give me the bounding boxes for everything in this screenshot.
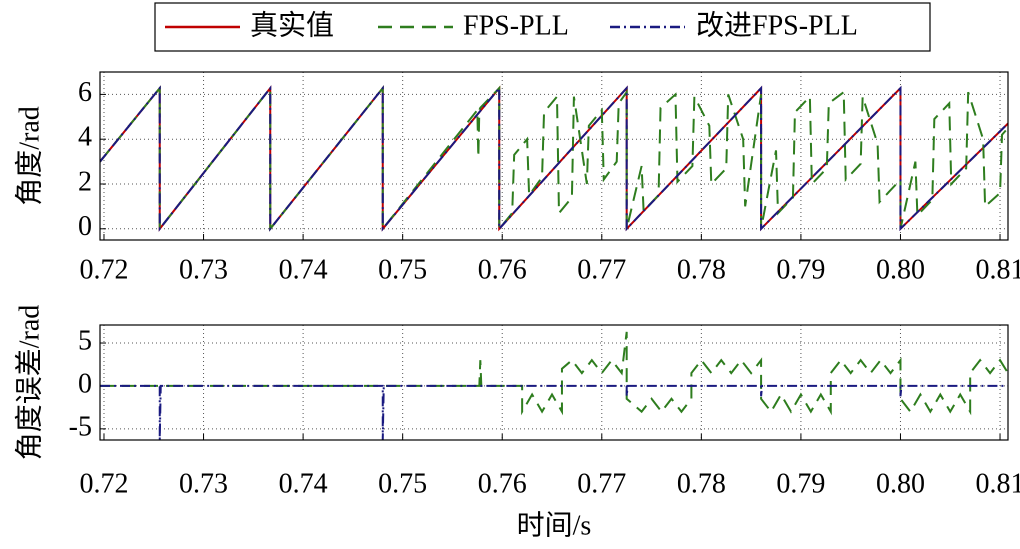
x-tick-label: 0.75: [378, 254, 427, 285]
x-tick-label: 0.77: [577, 468, 626, 499]
x-tick-label: 0.79: [776, 254, 825, 285]
y-tick-label: 0: [78, 211, 92, 242]
x-axis-label: 时间/s: [517, 509, 592, 541]
series-line: [100, 85, 1008, 232]
series-line: [100, 331, 1008, 416]
x-tick-label: 0.80: [876, 468, 925, 499]
y-tick-label: 2: [78, 166, 92, 197]
y-axis-label: 角度/rad: [13, 106, 45, 206]
legend-label: 改进FPS-PLL: [696, 9, 858, 41]
x-tick-label: 0.78: [677, 468, 726, 499]
y-axis-label: 角度误差/rad: [13, 305, 45, 461]
x-tick-label: 0.78: [677, 254, 726, 285]
x-tick-label: 0.76: [478, 468, 527, 499]
x-tick-label: 0.77: [577, 254, 626, 285]
series-line: [100, 384, 1008, 440]
y-tick-label: 0: [78, 368, 92, 399]
x-tick-label: 0.76: [478, 254, 527, 285]
x-tick-label: 0.80: [876, 254, 925, 285]
plot-area: [100, 85, 1008, 232]
y-tick-label: 6: [78, 77, 92, 108]
y-tick-label: -5: [69, 411, 92, 442]
y-tick-label: 4: [78, 122, 92, 153]
x-tick-label: 0.73: [179, 468, 228, 499]
x-tick-label: 0.79: [776, 468, 825, 499]
series-line: [100, 85, 1008, 232]
x-tick-label: 0.73: [179, 254, 228, 285]
series-line: [100, 85, 1008, 232]
x-tick-label: 0.81: [976, 254, 1020, 285]
x-tick-label: 0.74: [279, 254, 328, 285]
x-tick-label: 0.75: [378, 468, 427, 499]
legend-label: 真实值: [250, 9, 334, 41]
x-tick-label: 0.74: [279, 468, 328, 499]
x-tick-label: 0.81: [976, 468, 1020, 499]
plot-area: [100, 331, 1008, 440]
y-tick-label: 5: [78, 325, 92, 356]
legend-label: FPS-PLL: [463, 10, 569, 41]
plot-frame: [99, 71, 1009, 241]
x-tick-label: 0.72: [79, 254, 128, 285]
plot-frame: [99, 324, 1009, 441]
legend-box: [154, 2, 931, 52]
x-tick-label: 0.72: [79, 468, 128, 499]
